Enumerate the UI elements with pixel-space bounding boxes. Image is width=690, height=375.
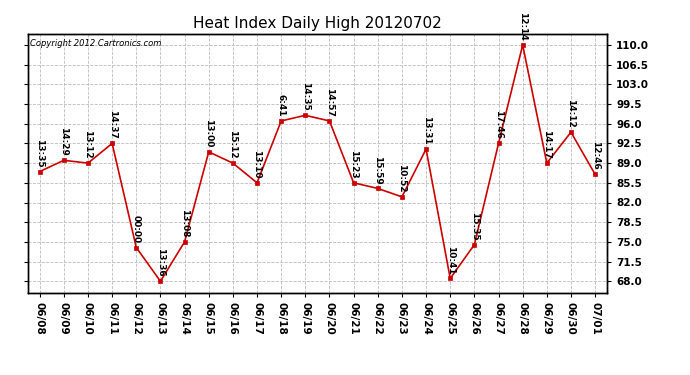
Text: 13:31: 13:31 (422, 116, 431, 145)
Text: 13:10: 13:10 (253, 150, 262, 178)
Text: 14:17: 14:17 (542, 130, 551, 159)
Text: 13:08: 13:08 (180, 209, 189, 238)
Text: 15:23: 15:23 (349, 150, 358, 178)
Text: 6:41: 6:41 (277, 94, 286, 117)
Text: 17:46: 17:46 (494, 110, 503, 139)
Text: 13:36: 13:36 (156, 249, 165, 277)
Text: 10:52: 10:52 (397, 164, 406, 193)
Text: 15:35: 15:35 (470, 212, 479, 240)
Text: 10:41: 10:41 (446, 246, 455, 274)
Text: 14:35: 14:35 (301, 82, 310, 111)
Text: 00:00: 00:00 (132, 215, 141, 243)
Text: Copyright 2012 Cartronics.com: Copyright 2012 Cartronics.com (30, 39, 162, 48)
Text: 13:00: 13:00 (204, 119, 213, 148)
Text: 14:12: 14:12 (566, 99, 575, 128)
Text: 14:29: 14:29 (59, 127, 68, 156)
Text: 13:12: 13:12 (83, 130, 92, 159)
Text: 14:37: 14:37 (108, 110, 117, 139)
Text: 13:35: 13:35 (35, 139, 44, 167)
Text: 15:12: 15:12 (228, 130, 237, 159)
Text: 15:59: 15:59 (373, 156, 382, 184)
Text: 14:57: 14:57 (325, 88, 334, 117)
Title: Heat Index Daily High 20120702: Heat Index Daily High 20120702 (193, 16, 442, 31)
Text: 12:46: 12:46 (591, 141, 600, 170)
Text: 12:14: 12:14 (518, 12, 527, 41)
